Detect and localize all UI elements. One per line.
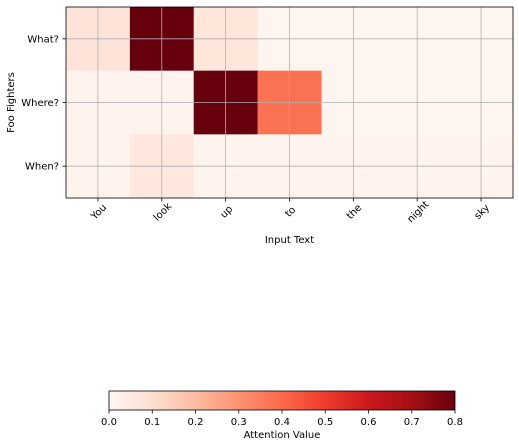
gridlines: [66, 7, 513, 198]
colorbar-tick-label: 0.7: [404, 417, 420, 428]
y-axis-ticks: What? Where? When?: [21, 34, 66, 173]
colorbar-tick-label: 0.2: [188, 417, 204, 428]
colorbar-tick-label: 0.3: [231, 417, 247, 428]
x-tick-label: the: [345, 203, 364, 222]
x-tick-label: You: [88, 202, 109, 223]
colorbar-ticks: 0.0 0.1 0.2 0.3 0.4 0.5 0.6 0.7 0.8: [101, 410, 463, 428]
colorbar-tick-label: 0.4: [274, 417, 290, 428]
x-tick-label: sky: [473, 202, 493, 222]
colorbar-tick-label: 0.6: [361, 417, 377, 428]
colorbar-tick-label: 0.1: [144, 417, 160, 428]
y-tick-label: What?: [27, 34, 59, 45]
colorbar-tick-label: 0.8: [447, 417, 463, 428]
colorbar-gradient: [108, 390, 456, 411]
colorbar: 0.0 0.1 0.2 0.3 0.4 0.5 0.6 0.7 0.8 Attention Va…: [101, 390, 463, 441]
colorbar-tick-label: 0.5: [317, 417, 333, 428]
x-tick-label: night: [405, 199, 431, 225]
colorbar-tick-label: 0.0: [101, 417, 117, 428]
y-axis-label: Foo Fighters: [6, 72, 17, 133]
x-axis-label: Input Text: [265, 235, 314, 246]
x-axis-ticks: You look up to the night sky: [88, 198, 492, 225]
y-tick-label: Where?: [21, 98, 59, 109]
colorbar-label: Attention Value: [244, 430, 321, 441]
x-tick-label: up: [219, 204, 236, 221]
x-tick-label: to: [283, 205, 298, 220]
x-tick-label: look: [152, 201, 175, 224]
y-tick-label: When?: [25, 162, 59, 173]
